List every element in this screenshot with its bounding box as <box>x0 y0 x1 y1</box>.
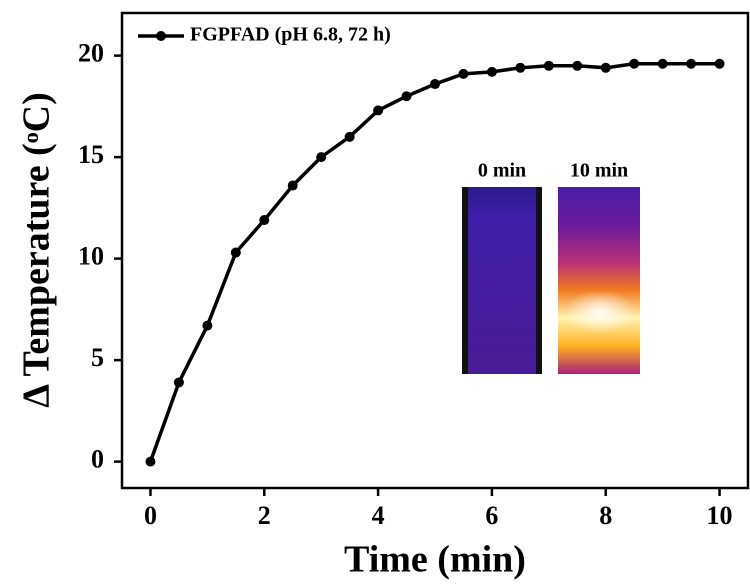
data-point <box>686 58 697 69</box>
y-axis-label: Δ Temperature (ᵒC) <box>16 92 58 407</box>
x-tick-label: 6 <box>485 501 498 530</box>
x-tick-label: 0 <box>144 501 157 530</box>
data-point <box>373 105 384 116</box>
y-tick-label: 0 <box>91 445 104 474</box>
data-point <box>486 66 497 77</box>
thermal-image-hot <box>558 187 640 374</box>
y-tick-label: 20 <box>78 39 104 68</box>
data-point <box>629 58 640 69</box>
x-tick-label: 4 <box>372 501 385 530</box>
data-point <box>287 180 298 191</box>
data-point <box>230 247 241 258</box>
legend-label: FGPFAD (pH 6.8, 72 h) <box>190 24 391 46</box>
x-tick-label: 8 <box>599 501 612 530</box>
data-point <box>600 62 611 73</box>
data-point <box>714 58 725 69</box>
data-point <box>458 68 469 79</box>
inset-label: 0 min <box>478 160 526 182</box>
x-axis-label: Time (min) <box>344 539 526 581</box>
x-tick-label: 10 <box>707 501 733 530</box>
legend-marker <box>156 31 166 41</box>
image-edge <box>536 187 542 374</box>
data-point <box>543 60 554 71</box>
data-point <box>173 377 184 388</box>
y-tick-label: 5 <box>91 343 104 372</box>
data-point <box>430 79 440 90</box>
inset: 0 min 10 min <box>462 160 640 374</box>
hot-spot <box>564 290 636 334</box>
image-edge <box>462 187 468 374</box>
inset-label: 10 min <box>570 160 628 182</box>
data-point <box>401 91 412 102</box>
plot-frame <box>120 11 750 490</box>
y-tick-label: 10 <box>78 242 104 271</box>
thermal-image-cold <box>462 187 542 374</box>
data-point <box>344 131 355 142</box>
data-point <box>657 58 668 69</box>
data-point <box>515 62 526 73</box>
x-tick-label: 2 <box>258 501 271 530</box>
data-point <box>572 60 583 71</box>
data-point <box>259 215 270 226</box>
data-point <box>316 152 327 163</box>
data-point <box>202 320 213 331</box>
y-tick-label: 15 <box>78 140 104 169</box>
data-point <box>145 456 156 467</box>
